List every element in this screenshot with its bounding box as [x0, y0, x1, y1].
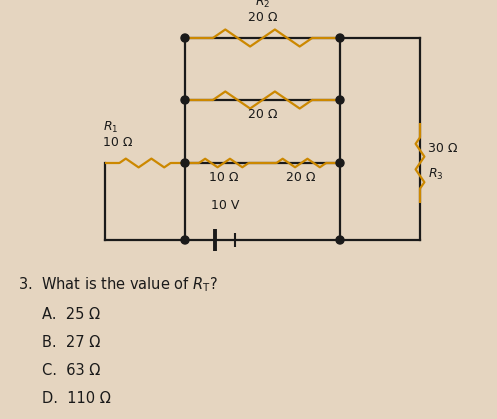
Text: 20 Ω: 20 Ω — [286, 171, 316, 184]
Text: $R_2$: $R_2$ — [255, 0, 270, 10]
Text: B.  27 Ω: B. 27 Ω — [42, 335, 100, 350]
Circle shape — [181, 34, 189, 42]
Text: 10 Ω: 10 Ω — [103, 136, 133, 149]
Text: 30 Ω: 30 Ω — [428, 142, 458, 155]
Text: 20 Ω: 20 Ω — [248, 11, 277, 24]
Circle shape — [181, 96, 189, 104]
Circle shape — [336, 236, 344, 244]
Text: A.  25 Ω: A. 25 Ω — [42, 307, 100, 322]
Text: $R_1$: $R_1$ — [103, 120, 118, 135]
Text: 10 Ω: 10 Ω — [209, 171, 239, 184]
Circle shape — [336, 34, 344, 42]
Text: 3.  What is the value of $R_\mathrm{T}$?: 3. What is the value of $R_\mathrm{T}$? — [18, 275, 218, 294]
Text: 20 Ω: 20 Ω — [248, 108, 277, 121]
Circle shape — [181, 236, 189, 244]
Text: C.  63 Ω: C. 63 Ω — [42, 363, 100, 378]
Circle shape — [336, 96, 344, 104]
Circle shape — [336, 159, 344, 167]
Text: 10 V: 10 V — [211, 199, 239, 212]
Text: $R_3$: $R_3$ — [428, 167, 443, 182]
Text: D.  110 Ω: D. 110 Ω — [42, 391, 111, 406]
Circle shape — [181, 159, 189, 167]
